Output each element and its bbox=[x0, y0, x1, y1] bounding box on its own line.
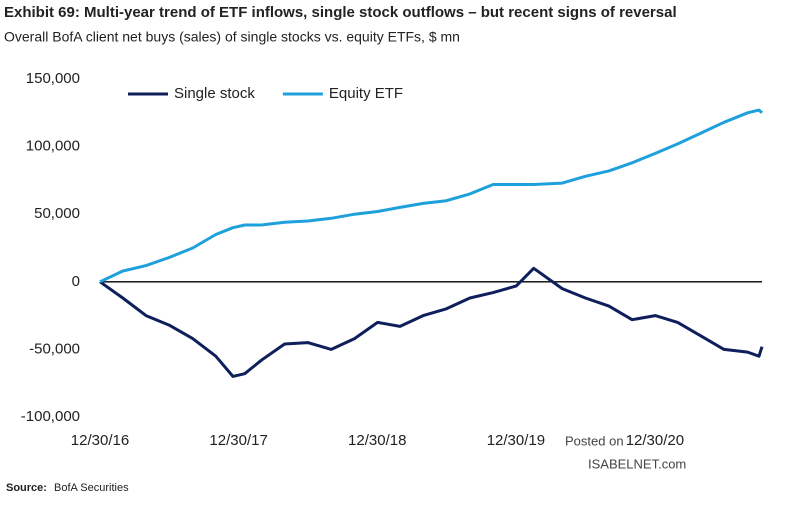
y-tick-label: 150,000 bbox=[26, 70, 80, 87]
watermark: Posted on bbox=[565, 433, 624, 448]
watermark: ISABELNET.com bbox=[588, 456, 686, 471]
legend-label: Equity ETF bbox=[329, 85, 403, 102]
source-label: Source: bbox=[6, 482, 47, 494]
series-line bbox=[99, 266, 764, 378]
source: BofA Securities bbox=[54, 482, 129, 494]
x-tick-label: 12/30/17 bbox=[209, 432, 267, 449]
x-tick-label: 12/30/16 bbox=[71, 432, 129, 449]
x-tick-label: 12/30/19 bbox=[487, 432, 545, 449]
series-line bbox=[99, 108, 764, 284]
chart-title: Exhibit 69: Multi-year trend of ETF infl… bbox=[4, 4, 677, 21]
y-tick-label: 100,000 bbox=[26, 138, 80, 155]
y-tick-label: -100,000 bbox=[21, 408, 80, 425]
x-tick-label: 12/30/18 bbox=[348, 432, 406, 449]
y-tick-label: -50,000 bbox=[29, 340, 80, 357]
chart-subtitle: Overall BofA client net buys (sales) of … bbox=[4, 29, 460, 45]
legend-label: Single stock bbox=[174, 85, 255, 102]
y-tick-label: 0 bbox=[72, 273, 80, 290]
y-tick-label: 50,000 bbox=[34, 205, 80, 222]
x-tick-label: 12/30/20 bbox=[626, 432, 684, 449]
